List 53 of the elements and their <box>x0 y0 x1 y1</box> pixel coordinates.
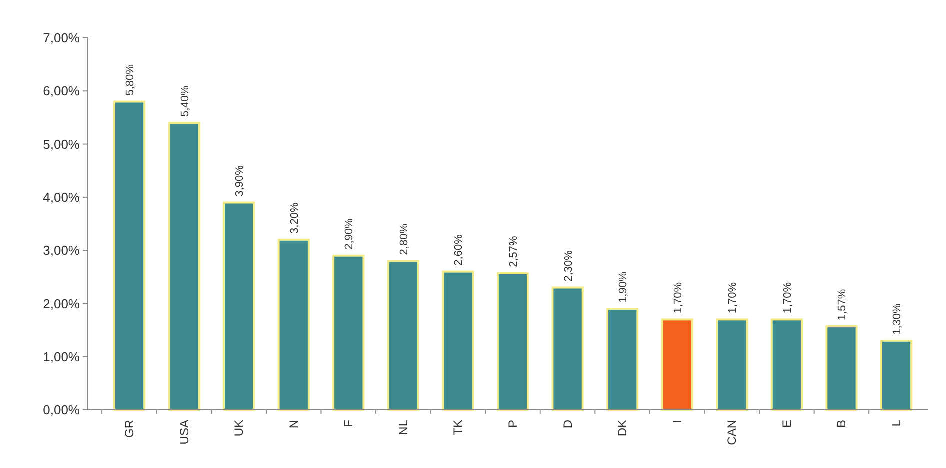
x-tick-label: E <box>780 420 794 428</box>
y-tick-label: 7,00% <box>43 30 80 46</box>
x-tick-label: I <box>670 420 684 424</box>
data-label: 1,57% <box>836 289 849 321</box>
y-tick-label: 2,00% <box>43 296 80 312</box>
bar <box>606 308 639 411</box>
bar <box>770 318 803 411</box>
x-tick-label: UK <box>232 420 246 437</box>
data-label: 2,60% <box>453 234 466 266</box>
x-tick-label: GR <box>122 420 136 438</box>
y-tick-label: 5,00% <box>43 136 80 152</box>
data-label: 5,40% <box>179 86 192 118</box>
bar <box>223 202 256 411</box>
x-tick-label: P <box>506 420 520 428</box>
y-tick-label: 6,00% <box>43 84 80 99</box>
y-tick-label: 4,00% <box>43 190 80 205</box>
bar <box>826 326 858 411</box>
bar <box>880 340 913 411</box>
data-label: 2,30% <box>562 250 575 282</box>
x-tick-label: D <box>560 420 575 429</box>
x-tick-label: NL <box>396 420 410 436</box>
data-label: 1,30% <box>892 304 904 335</box>
data-label: 1,70% <box>727 282 740 314</box>
x-tick-label: N <box>286 420 301 429</box>
bar <box>442 270 474 411</box>
x-tick-label: TK <box>451 420 466 436</box>
x-tick-label: CAN <box>725 420 740 446</box>
data-label: 5,80% <box>124 64 136 96</box>
data-label: 1,90% <box>618 272 630 304</box>
data-label: 3,20% <box>288 202 301 234</box>
x-tick-label: F <box>342 420 356 428</box>
data-label: 1,70% <box>782 282 794 314</box>
bar <box>168 122 200 411</box>
bar <box>113 100 146 411</box>
y-tick-label: 1,00% <box>43 349 80 364</box>
x-tick-label: USA <box>177 420 192 445</box>
data-label: 2,80% <box>398 224 410 256</box>
data-label: 2,90% <box>344 218 356 250</box>
y-tick-label: 3,00% <box>43 243 80 258</box>
x-tick-label: DK <box>616 420 630 437</box>
bar <box>278 238 310 411</box>
x-tick-label: B <box>834 420 849 428</box>
bar <box>387 260 420 411</box>
bar <box>716 318 748 411</box>
data-label: 2,57% <box>508 236 520 268</box>
bar <box>552 286 584 411</box>
data-label: 3,90% <box>234 165 246 197</box>
bar <box>661 318 694 411</box>
bar <box>496 272 530 411</box>
data-label: 1,70% <box>672 282 684 314</box>
x-tick-label: L <box>890 420 904 427</box>
bar <box>332 254 365 411</box>
y-tick-label: 0,00% <box>43 402 80 418</box>
